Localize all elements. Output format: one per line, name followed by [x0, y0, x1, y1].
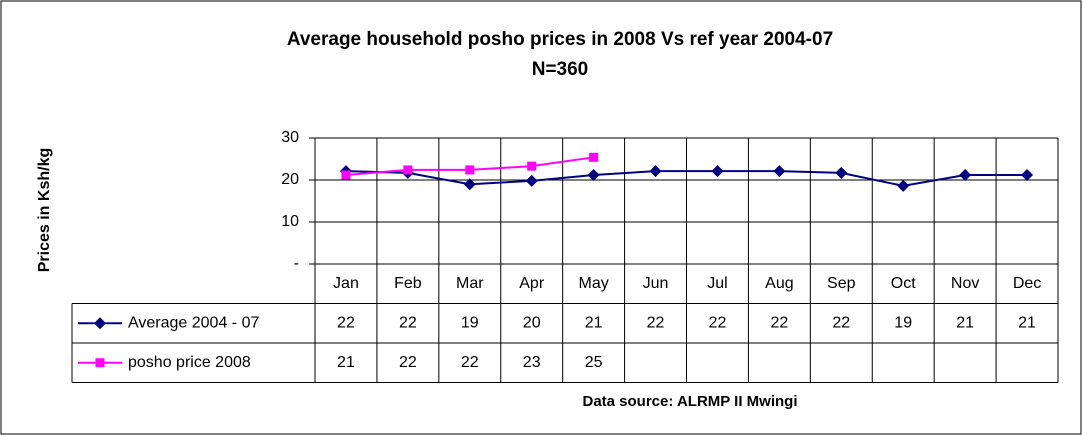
chart-subtitle: N=360	[532, 59, 589, 80]
data-label: 20	[523, 314, 541, 331]
data-label: 21	[956, 314, 974, 331]
data-label: 21	[1018, 314, 1036, 331]
source-note: Data source: ALRMP II Mwingi	[582, 393, 797, 410]
data-label: 23	[523, 354, 541, 371]
data-label: 22	[770, 314, 788, 331]
x-tick-label: Jul	[707, 275, 727, 292]
point	[525, 174, 538, 187]
data-label: 22	[399, 314, 417, 331]
data-label: 22	[399, 354, 417, 371]
point	[463, 178, 476, 191]
series-line	[345, 170, 1028, 187]
point	[835, 166, 848, 179]
legend-marker	[94, 317, 106, 330]
x-tick-label: Jun	[643, 275, 669, 292]
legend-label: posho price 2008	[128, 354, 251, 371]
data-label: 22	[647, 314, 665, 331]
point	[403, 165, 413, 175]
point	[341, 170, 351, 180]
y-tick-label: 30	[281, 129, 299, 146]
x-tick-label: Feb	[394, 275, 422, 292]
point	[959, 168, 972, 181]
x-tick-label: Aug	[765, 275, 793, 292]
data-label: 22	[709, 314, 727, 331]
point	[465, 165, 475, 175]
point	[773, 165, 786, 178]
point	[587, 168, 600, 181]
y-tick-label: -	[294, 255, 299, 272]
data-label: 19	[461, 314, 479, 331]
data-label: 22	[832, 314, 850, 331]
y-axis-label: Prices in Ksh/kg	[36, 148, 53, 273]
x-tick-label: Oct	[891, 275, 916, 292]
x-tick-label: Nov	[951, 275, 979, 292]
point	[1021, 168, 1034, 181]
data-label: 21	[585, 314, 603, 331]
x-tick-label: Jan	[333, 275, 359, 292]
x-tick-label: Mar	[456, 275, 484, 292]
chart-title: Average household posho prices in 2008 V…	[287, 29, 833, 50]
point	[589, 152, 599, 162]
data-label: 22	[461, 354, 479, 371]
legend-marker	[95, 358, 105, 368]
data-label: 22	[337, 314, 355, 331]
legend-label: Average 2004 - 07	[128, 314, 259, 331]
y-tick-label: 20	[281, 171, 299, 188]
data-label: 19	[894, 314, 912, 331]
x-tick-label: May	[579, 275, 609, 292]
data-label: 21	[337, 354, 355, 371]
point	[897, 179, 910, 192]
data-label: 25	[585, 354, 603, 371]
point	[649, 165, 662, 178]
point	[527, 161, 537, 171]
point	[711, 165, 724, 178]
x-tick-label: Dec	[1013, 275, 1041, 292]
x-tick-label: Sep	[827, 275, 856, 292]
y-tick-label: 10	[281, 213, 299, 230]
x-tick-label: Apr	[519, 275, 545, 292]
